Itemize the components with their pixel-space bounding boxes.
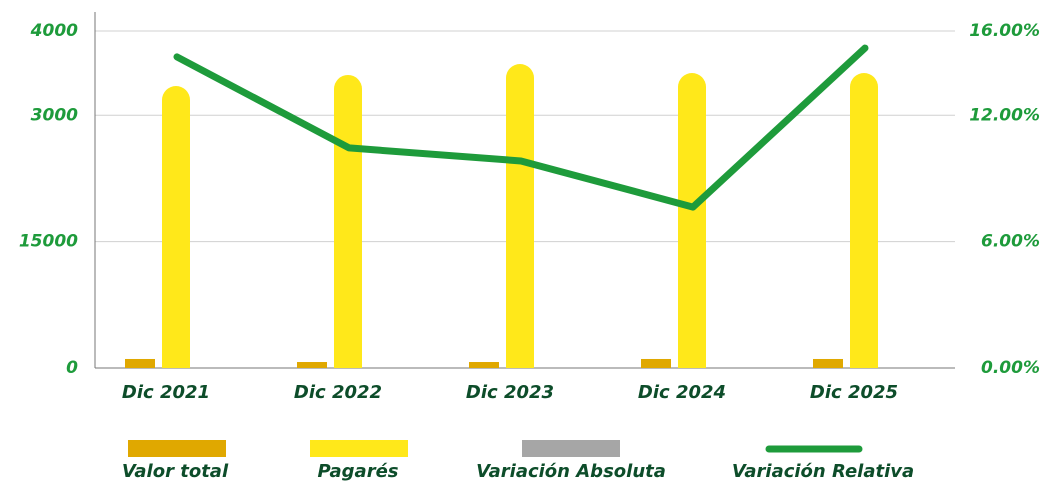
- legend-swatch: [522, 440, 620, 457]
- bar: [334, 74, 362, 368]
- legend-label: Variación Absoluta: [476, 461, 666, 482]
- y2-tick-label: 12.00%: [969, 105, 1040, 125]
- legend-swatch: [310, 440, 408, 457]
- bar: [297, 362, 327, 368]
- bar: [813, 358, 843, 368]
- y2-tick-label: 0.00%: [981, 358, 1040, 378]
- bar: [850, 73, 878, 369]
- y2-tick-label: 6.00%: [981, 232, 1040, 252]
- y2-tick-label: 16.00%: [969, 21, 1040, 41]
- bar: [162, 86, 191, 368]
- line: [173, 44, 869, 211]
- legend-label: Pagarés: [317, 461, 398, 482]
- y-tick-label: 15000: [19, 232, 78, 252]
- bar: [678, 73, 706, 369]
- y-tick-label: 3000: [31, 105, 78, 125]
- x-tick-label: Dic 2022: [294, 382, 382, 403]
- x-tick-label: Dic 2023: [466, 382, 554, 403]
- legend-label: Variación Relativa: [732, 461, 914, 482]
- bar: [469, 362, 499, 368]
- x-tick-label: Dic 2021: [122, 382, 210, 403]
- bar: [641, 358, 671, 368]
- legend-swatch: [128, 440, 226, 457]
- y-tick-label: 0: [66, 358, 78, 378]
- bar: [506, 64, 534, 368]
- y-tick-label: 4000: [30, 21, 78, 41]
- x-tick-label: Dic 2024: [638, 382, 726, 403]
- bar: [125, 358, 155, 368]
- legend-label: Valor total: [122, 461, 229, 482]
- x-tick-label: Dic 2025: [810, 382, 898, 403]
